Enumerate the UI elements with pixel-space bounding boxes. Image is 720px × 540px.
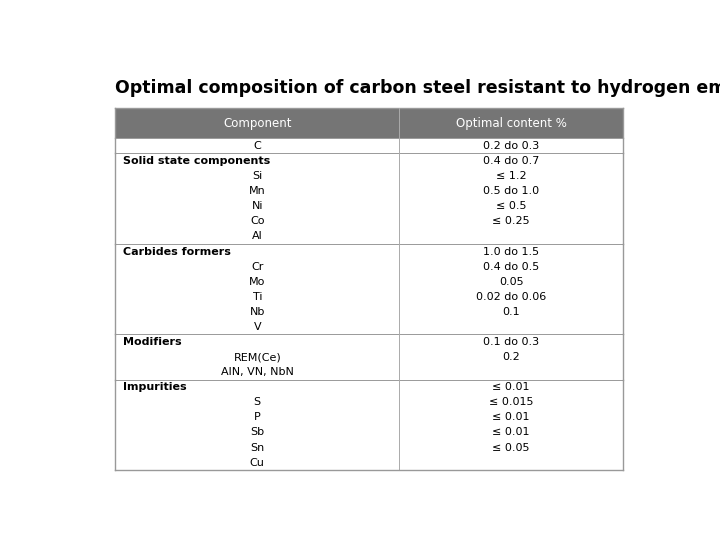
Text: ≤ 0.5: ≤ 0.5 [496, 201, 526, 211]
Text: Impurities: Impurities [124, 382, 187, 392]
Text: ≤ 0.05: ≤ 0.05 [492, 443, 530, 453]
Text: AlN, VN, NbN: AlN, VN, NbN [221, 367, 294, 377]
Text: C: C [253, 141, 261, 151]
Text: Sn: Sn [250, 443, 264, 453]
Text: ≤ 0.01: ≤ 0.01 [492, 382, 530, 392]
Bar [115, 153, 623, 244]
Text: 0.4 do 0.7: 0.4 do 0.7 [483, 156, 539, 166]
Text: REM(Ce): REM(Ce) [233, 352, 282, 362]
Text: ≤ 0.25: ≤ 0.25 [492, 217, 530, 226]
Text: Component: Component [223, 117, 292, 130]
Text: P: P [254, 413, 261, 422]
Text: 1.0 do 1.5: 1.0 do 1.5 [483, 247, 539, 256]
Text: Cr: Cr [251, 261, 264, 272]
Bar [115, 380, 623, 470]
Text: 0.5 do 1.0: 0.5 do 1.0 [483, 186, 539, 196]
Text: Co: Co [250, 217, 264, 226]
Text: 0.05: 0.05 [499, 276, 523, 287]
Bar [115, 109, 623, 138]
Text: Nb: Nb [250, 307, 265, 317]
Text: Sb: Sb [251, 428, 264, 437]
Text: 0.02 do 0.06: 0.02 do 0.06 [476, 292, 546, 302]
Text: Si: Si [252, 171, 262, 181]
Text: Cu: Cu [250, 458, 265, 468]
Text: 0.1 do 0.3: 0.1 do 0.3 [483, 337, 539, 347]
Text: 0.4 do 0.5: 0.4 do 0.5 [483, 261, 539, 272]
Text: 0.2: 0.2 [503, 352, 520, 362]
Bar [115, 334, 623, 380]
Text: ≤ 0.01: ≤ 0.01 [492, 413, 530, 422]
Bar [115, 138, 623, 153]
Text: Carbides formers: Carbides formers [124, 247, 231, 256]
Text: Solid state components: Solid state components [124, 156, 271, 166]
Text: Ti: Ti [253, 292, 262, 302]
Text: Mn: Mn [249, 186, 266, 196]
Text: Mo: Mo [249, 276, 266, 287]
Text: V: V [253, 322, 261, 332]
Bar [115, 244, 623, 334]
Text: 0.2 do 0.3: 0.2 do 0.3 [483, 141, 539, 151]
Text: Modifiers: Modifiers [124, 337, 182, 347]
Text: Optimal composition of carbon steel resistant to hydrogen embrittlement: Optimal composition of carbon steel resi… [115, 79, 720, 97]
Text: Al: Al [252, 232, 263, 241]
Text: ≤ 0.015: ≤ 0.015 [489, 397, 534, 407]
Text: Optimal content %: Optimal content % [456, 117, 567, 130]
Text: 0.1: 0.1 [503, 307, 520, 317]
Text: ≤ 1.2: ≤ 1.2 [496, 171, 526, 181]
Text: S: S [253, 397, 261, 407]
Text: ≤ 0.01: ≤ 0.01 [492, 428, 530, 437]
Text: Ni: Ni [251, 201, 263, 211]
